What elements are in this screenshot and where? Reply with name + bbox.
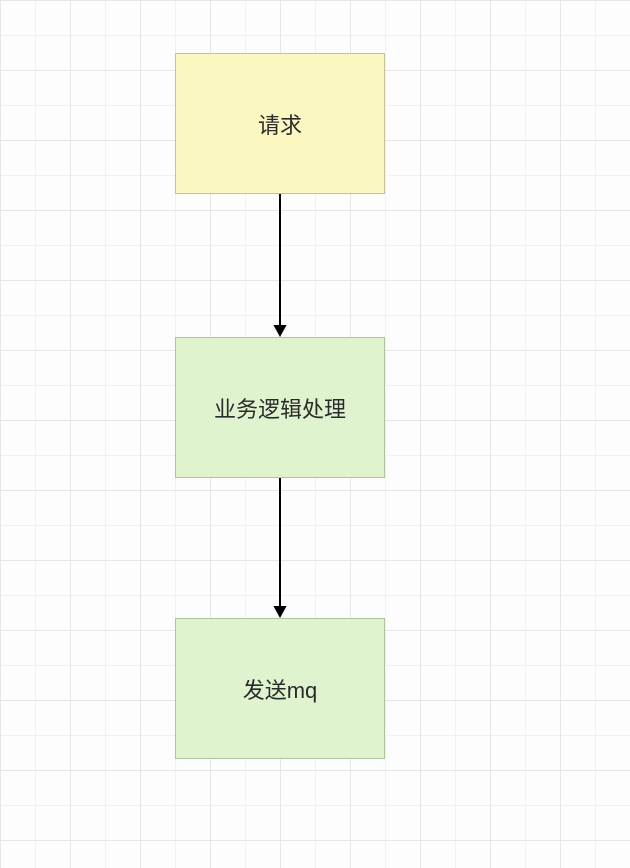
flowchart-node-label: 业务逻辑处理: [214, 392, 346, 424]
arrowhead-icon: [273, 325, 286, 337]
flowchart-canvas: 请求业务逻辑处理发送mq: [0, 0, 630, 868]
flowchart-node: 业务逻辑处理: [175, 337, 385, 478]
flowchart-edge: [268, 194, 312, 339]
flowchart-node: 发送mq: [175, 618, 385, 759]
flowchart-node-label: 请求: [258, 108, 302, 140]
arrowhead-icon: [273, 606, 286, 618]
flowchart-node-label: 发送mq: [243, 673, 318, 705]
flowchart-edge: [268, 478, 312, 620]
flowchart-node: 请求: [175, 53, 385, 194]
